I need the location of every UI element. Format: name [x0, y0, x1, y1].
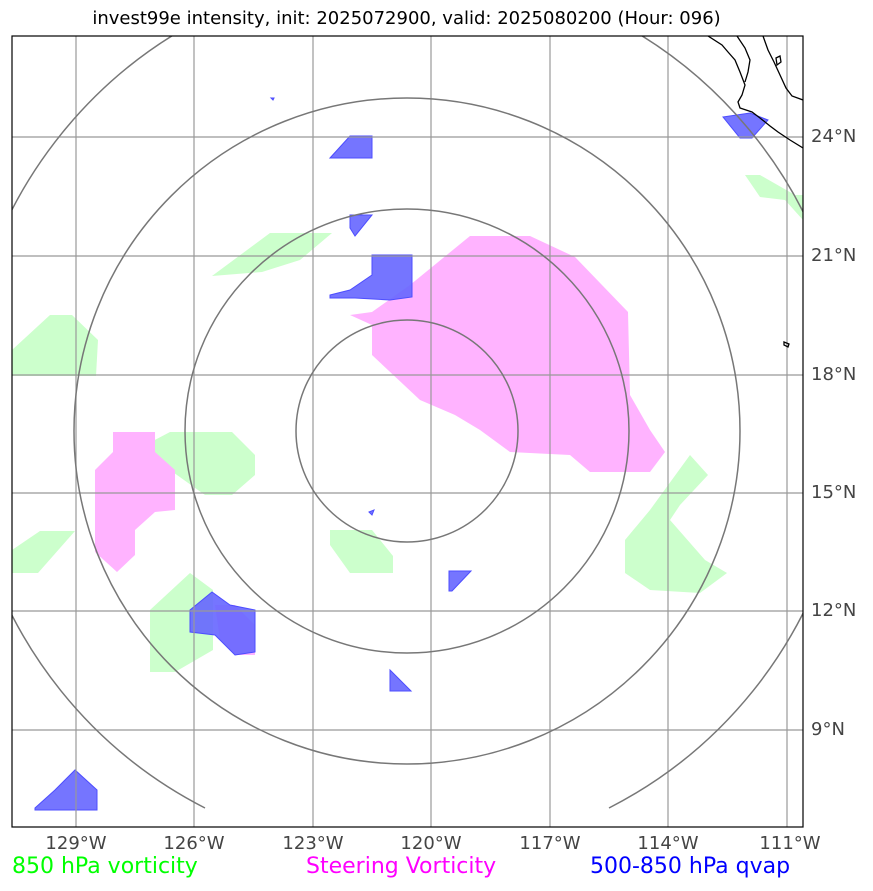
vorticity-area: [625, 455, 727, 593]
chart-title: invest99e intensity, init: 2025072900, v…: [92, 8, 721, 29]
steering-vorticity-area: [350, 236, 665, 472]
vorticity-area: [12, 531, 75, 573]
lat-label-21n: 21°N: [811, 245, 857, 266]
graticule: [12, 36, 803, 827]
legend-steering-vorticity: Steering Vorticity: [306, 854, 497, 879]
lat-label-15n: 15°N: [811, 482, 857, 503]
range-ring: [295, 319, 519, 543]
plot-frame: [11, 35, 804, 828]
qvap-area: [328, 135, 373, 159]
qvap-area: [269, 97, 275, 101]
qvap-area: [189, 591, 256, 656]
lon-label-123w: 123°W: [282, 833, 344, 854]
lat-label-18n: 18°N: [811, 364, 857, 385]
qvap-area: [329, 254, 413, 301]
range-ring: [184, 208, 630, 654]
coastline: [707, 36, 803, 348]
lat-label-24n: 24°N: [811, 126, 857, 147]
vorticity-area: [150, 573, 213, 672]
range-ring: [73, 97, 741, 765]
lon-label-126w: 126°W: [163, 833, 225, 854]
lon-label-120w: 120°W: [400, 833, 462, 854]
vorticity-850-areas: [12, 175, 803, 672]
qvap-area: [389, 668, 413, 692]
vorticity-area: [745, 175, 803, 220]
range-ring: [12, 36, 803, 809]
lon-label-111w: 111°W: [759, 833, 821, 854]
vorticity-area: [330, 530, 393, 573]
qvap-area: [368, 509, 375, 516]
qvap-area: [34, 769, 98, 811]
lat-label-12n: 12°N: [811, 600, 857, 621]
qvap-area: [448, 570, 473, 592]
lon-label-117w: 117°W: [519, 833, 581, 854]
legend-qvap: 500-850 hPa qvap: [590, 854, 791, 879]
lon-label-129w: 129°W: [45, 833, 107, 854]
range-rings: [12, 36, 803, 809]
steering-vorticity-area: [95, 432, 175, 572]
legend-850-vorticity: 850 hPa vorticity: [12, 854, 198, 879]
qvap-area: [349, 214, 374, 237]
lon-label-114w: 114°W: [637, 833, 699, 854]
lat-label-9n: 9°N: [811, 719, 845, 740]
